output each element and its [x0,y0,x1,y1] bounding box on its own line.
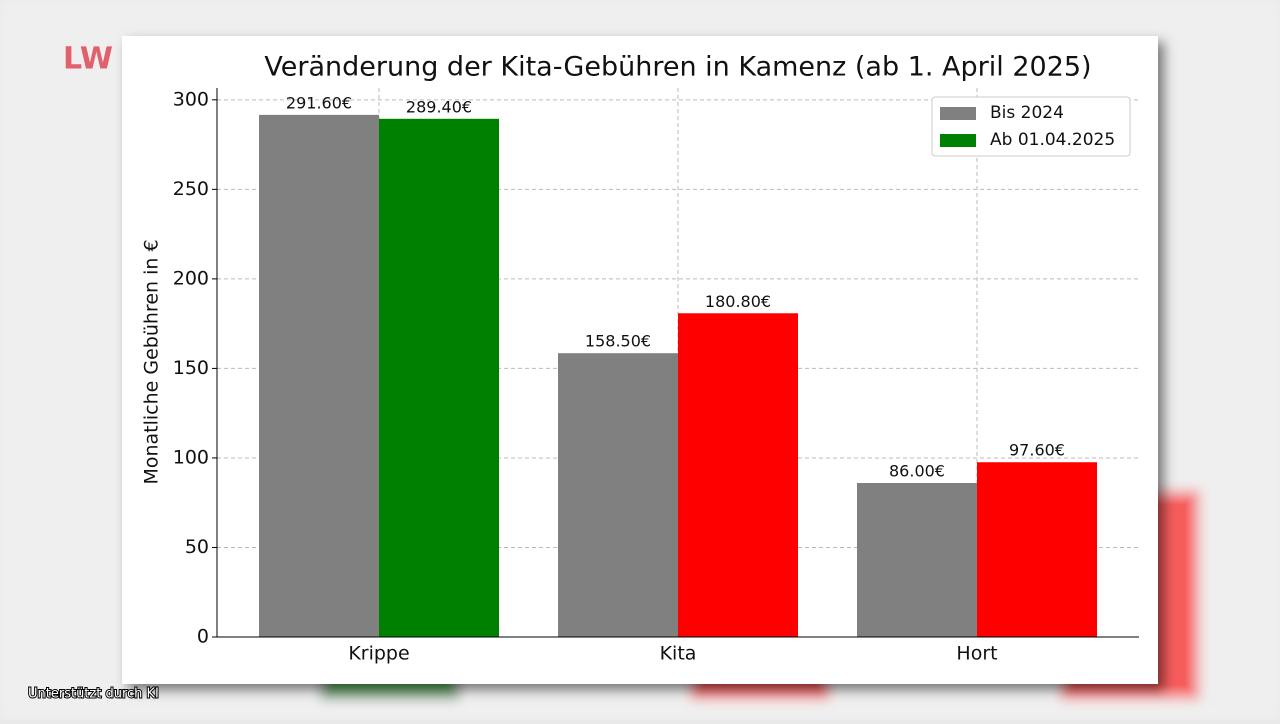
value-label: 291.60€ [286,93,352,112]
y-tick-label: 250 [173,178,209,200]
bar [857,483,977,637]
y-tick-label: 300 [173,88,209,110]
legend-swatch [940,107,976,120]
y-tick-label: 0 [197,626,209,648]
legend-label: Ab 01.04.2025 [990,130,1115,150]
y-tick-label: 200 [173,267,209,289]
value-label: 86.00€ [889,462,945,481]
legend-box [931,96,1131,157]
bar [379,118,499,637]
legend-swatch [940,134,976,147]
value-label: 180.80€ [705,292,771,311]
x-tick-label: Kita [660,643,697,665]
x-tick-label: Krippe [348,643,409,665]
value-label: 97.60€ [1009,441,1065,460]
bar [259,114,379,637]
bar [678,313,798,637]
legend-label: Bis 2024 [990,103,1064,123]
y-tick-label: 150 [173,357,209,379]
bar [558,353,678,637]
logo: LW [63,42,113,77]
caption: Unterstützt durch KI [28,687,159,702]
value-label: 289.40€ [406,97,472,116]
y-tick-label: 50 [185,536,209,558]
bar [977,462,1097,637]
y-tick-label: 100 [173,446,209,468]
chart-title: Veränderung der Kita-Gebühren in Kamenz … [264,52,1091,83]
y-axis-label: Monatliche Gebühren in € [141,239,163,484]
x-tick-label: Hort [956,643,997,665]
value-label: 158.50€ [585,332,651,351]
